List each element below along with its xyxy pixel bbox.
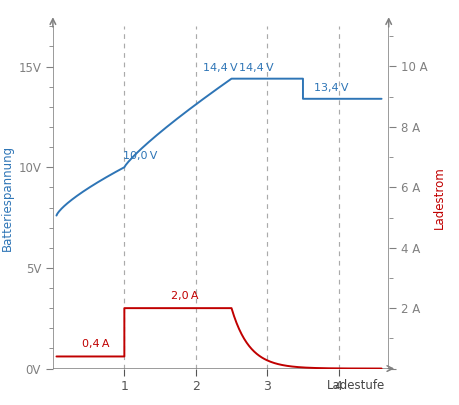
Text: 10,0 V: 10,0 V — [123, 151, 157, 161]
Text: 0,4 A: 0,4 A — [82, 339, 109, 349]
Text: 2,0 A: 2,0 A — [171, 291, 198, 301]
Text: 14,4 V: 14,4 V — [239, 63, 273, 72]
Y-axis label: Ladestrom: Ladestrom — [432, 166, 445, 229]
Text: 14,4 V: 14,4 V — [203, 63, 238, 72]
Text: 13,4 V: 13,4 V — [313, 83, 348, 93]
Text: Ladestufe: Ladestufe — [326, 379, 384, 392]
Y-axis label: Batteriespannung: Batteriespannung — [1, 144, 14, 251]
